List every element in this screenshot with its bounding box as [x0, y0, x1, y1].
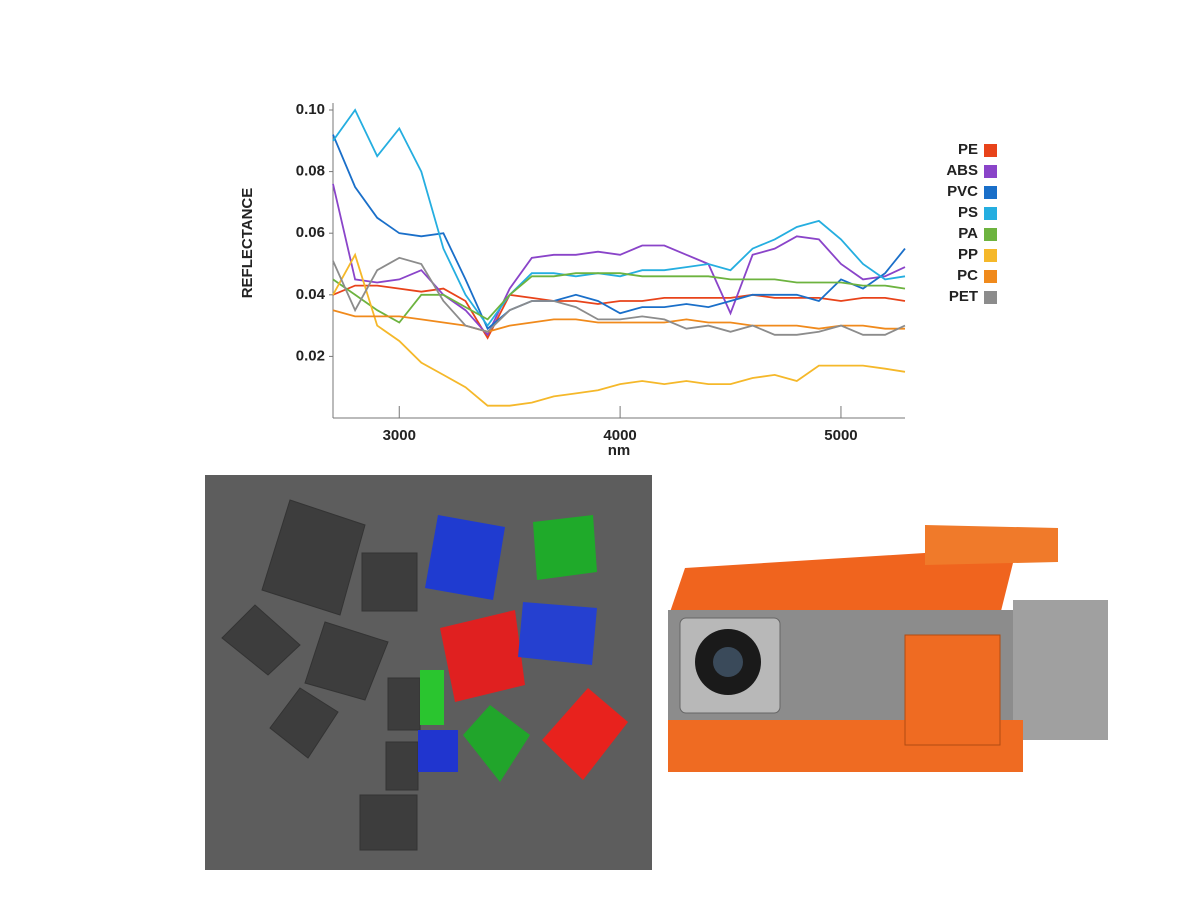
legend-swatch	[984, 207, 997, 220]
legend-label: ABS	[946, 162, 978, 179]
series-line	[332, 309, 905, 333]
series-line	[332, 108, 906, 328]
series-line	[332, 183, 906, 337]
series-line	[332, 252, 906, 407]
legend-label: PE	[958, 141, 978, 158]
series-line	[332, 284, 906, 340]
legend-swatch	[984, 270, 997, 283]
x-tick-label: 3000	[383, 427, 416, 444]
legend-swatch	[984, 144, 997, 157]
legend-swatch	[984, 291, 997, 304]
y-axis-label: REFLECTANCE	[239, 188, 256, 299]
legend-label: PET	[949, 288, 978, 305]
legend-label: PS	[958, 204, 978, 221]
series-line	[332, 134, 906, 331]
y-tick-label: 0.02	[296, 347, 325, 364]
x-axis-label: nm	[608, 442, 631, 459]
legend-swatch	[984, 186, 997, 199]
legend-label: PA	[958, 225, 978, 242]
legend-label: PC	[957, 267, 978, 284]
legend-swatch	[984, 228, 997, 241]
x-tick-label: 4000	[603, 427, 636, 444]
legend-swatch	[984, 249, 997, 262]
series-line	[332, 256, 906, 336]
y-tick-label: 0.10	[296, 101, 325, 118]
series-line	[332, 272, 906, 324]
y-tick-label: 0.06	[296, 224, 325, 241]
camera-image	[668, 525, 1108, 772]
legend-label: PVC	[947, 183, 978, 200]
classification-image	[205, 475, 652, 870]
y-tick-label: 0.04	[296, 286, 326, 303]
legend-label: PP	[958, 246, 978, 263]
x-tick-label: 5000	[824, 427, 857, 444]
legend-swatch	[984, 165, 997, 178]
y-tick-label: 0.08	[296, 163, 325, 180]
